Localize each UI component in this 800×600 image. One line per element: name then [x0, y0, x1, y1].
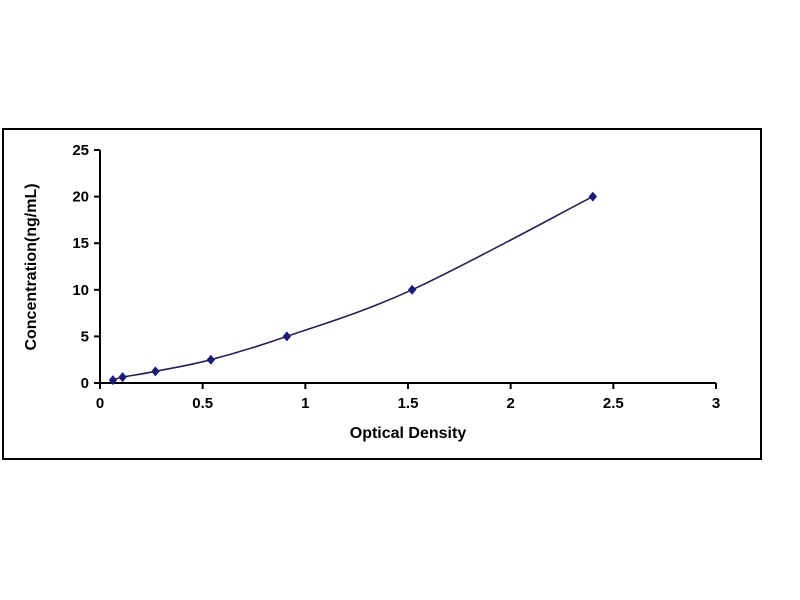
x-axis-title: Optical Density: [350, 425, 467, 442]
x-tick-label: 0.5: [192, 395, 213, 412]
y-tick-label: 0: [81, 375, 89, 392]
data-point-marker: [206, 354, 216, 365]
x-tick-label: 2.5: [603, 395, 624, 412]
x-tick-label: 0: [96, 395, 104, 412]
data-point-marker: [588, 191, 597, 202]
data-point-marker: [407, 284, 417, 295]
plot-layer: 0 0.5 1 1.5 2 2.5 3 0 5 10 15 20 25: [72, 142, 720, 412]
data-point-marker: [108, 375, 118, 386]
y-axis-title: Concentration(ng/mL): [23, 183, 40, 350]
standard-curve-chart: 0 0.5 1 1.5 2 2.5 3 0 5 10 15 20 25 Optical Density …: [2, 128, 762, 460]
y-tick-label: 5: [81, 328, 89, 345]
y-tick-label: 10: [72, 282, 89, 299]
y-tick-label: 15: [72, 235, 89, 252]
data-point-marker: [118, 372, 127, 383]
data-point-marker: [151, 366, 160, 377]
x-tick-label: 2: [506, 395, 514, 412]
x-tick-label: 1: [301, 395, 309, 412]
data-point-marker: [282, 331, 292, 342]
x-tick-label: 3: [712, 395, 720, 412]
x-tick-label: 1.5: [398, 395, 419, 412]
y-tick-label: 20: [72, 189, 89, 206]
curve-line: [112, 195, 594, 381]
y-tick-label: 25: [72, 142, 89, 159]
